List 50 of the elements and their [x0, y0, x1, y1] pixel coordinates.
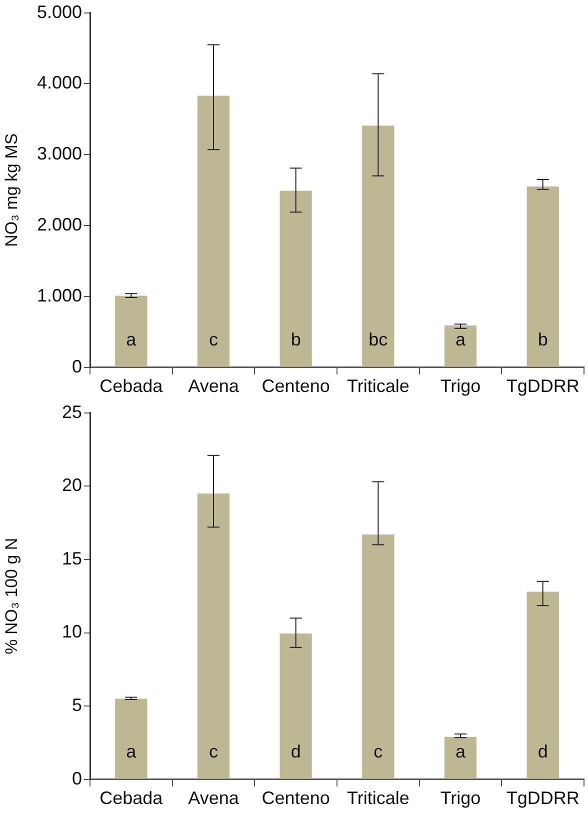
y-tick-label: 15	[62, 548, 82, 568]
y-tick-label: 5	[72, 695, 82, 716]
annotation: a	[126, 741, 138, 762]
x-tick-label: Triticale	[346, 376, 410, 396]
annotation: a	[126, 329, 138, 350]
x-tick-label: TgDDRR	[506, 788, 580, 808]
bar	[526, 186, 559, 367]
bar	[362, 534, 394, 779]
bar	[444, 736, 477, 779]
x-tick-label: Triticale	[346, 788, 410, 808]
annotation: c	[374, 741, 383, 762]
y-tick-label: 3.000	[36, 144, 82, 164]
y-tick-label: 20	[62, 475, 82, 496]
y-tick-label: 0	[72, 768, 82, 788]
y-axis-title: % NO₃ 100 g N	[2, 538, 21, 654]
bar	[280, 190, 312, 367]
bar	[362, 126, 394, 367]
bar	[197, 493, 230, 779]
annotation: b	[290, 329, 301, 350]
annotation: b	[538, 329, 548, 350]
annotation: c	[209, 329, 218, 350]
annotation: a	[455, 741, 466, 762]
annotation: a	[455, 329, 466, 350]
y-tick-label: 10	[62, 622, 82, 642]
bar	[280, 633, 312, 779]
bar	[115, 296, 148, 367]
y-tick-label: 1.000	[36, 285, 82, 306]
y-tick-label: 25	[62, 402, 82, 422]
x-tick-label: TgDDRR	[506, 376, 580, 396]
y-tick-label: 4.000	[36, 72, 82, 93]
x-tick-label: Centeno	[262, 376, 330, 396]
x-tick-label: Centeno	[262, 788, 330, 808]
annotation: bc	[368, 329, 388, 350]
y-axis-title: NO₃ mg kg MS	[2, 133, 21, 247]
x-tick-label: Cebada	[100, 788, 164, 808]
y-tick-label: 5.000	[36, 2, 82, 22]
annotation: d	[290, 741, 301, 762]
x-tick-label: Avena	[188, 376, 240, 396]
bar	[197, 96, 230, 367]
bar	[526, 592, 559, 779]
bar	[115, 698, 148, 779]
annotation: c	[209, 741, 218, 762]
x-tick-label: Trigo	[440, 376, 481, 396]
x-tick-label: Avena	[188, 788, 240, 808]
y-tick-label: 2.000	[36, 214, 82, 235]
bar	[444, 326, 477, 367]
x-tick-label: Cebada	[100, 376, 164, 396]
y-tick-label: 0	[72, 356, 82, 376]
x-tick-label: Trigo	[440, 788, 481, 808]
annotation: d	[538, 741, 548, 762]
